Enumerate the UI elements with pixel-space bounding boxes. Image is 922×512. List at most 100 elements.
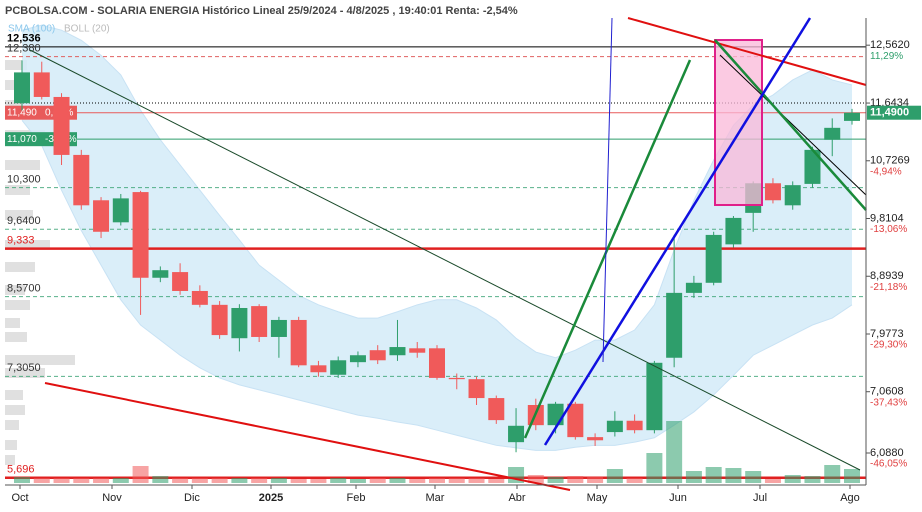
profile-bar [5, 100, 23, 110]
candle-body [53, 96, 70, 155]
profile-bar [5, 160, 40, 170]
candle-body [330, 360, 347, 375]
volume-bar [73, 478, 90, 483]
level-label: 11,070 [7, 134, 37, 145]
candle-body [705, 234, 722, 283]
profile-bar [5, 240, 50, 250]
volume-bar [725, 468, 742, 483]
profile-bar [5, 210, 33, 220]
volume-bar [251, 478, 268, 483]
volume-bar [468, 478, 485, 483]
percent-label: 11,29% [870, 51, 903, 62]
trend-line [44, 382, 571, 491]
y-tick-label: 9,8104 [870, 212, 904, 224]
volume-bar [14, 477, 30, 483]
volume-bar [488, 479, 505, 483]
y-tick-label: 10,7269 [870, 155, 910, 167]
volume-bar [666, 421, 683, 483]
percent-label: -29,30% [870, 340, 907, 351]
volume-bar [349, 479, 366, 483]
candle-body [468, 379, 485, 399]
volume-bar [824, 465, 841, 483]
candle-body [231, 307, 248, 339]
volume-bar [369, 478, 386, 483]
legend-entry: BOLL (20) [64, 24, 110, 35]
percent-label: -46,05% [870, 459, 907, 470]
candle-body [725, 217, 742, 245]
level-label: 5,696 [7, 464, 35, 476]
price-tag-label: 11,4900 [870, 107, 909, 119]
volume-bar [745, 471, 762, 483]
candle-body [14, 72, 30, 104]
profile-bar [5, 318, 20, 328]
volume-bar [152, 476, 169, 483]
profile-bar [5, 390, 23, 400]
candle-body [587, 437, 604, 441]
x-tick-label: Feb [347, 492, 366, 504]
volume-bar [567, 476, 584, 483]
y-tick-label: 7,0608 [870, 386, 904, 398]
profile-bar [5, 420, 19, 430]
level-label: 9,6400 [7, 215, 41, 227]
volume-bar [587, 477, 604, 483]
band-fill [22, 25, 852, 451]
price-tag [867, 105, 921, 120]
level-label: 7,3050 [7, 362, 41, 374]
volume-bar [844, 469, 860, 483]
volume-bar [429, 478, 445, 483]
x-tick-label: May [587, 492, 608, 504]
x-tick-label: Jun [669, 492, 687, 504]
candle-body [844, 112, 860, 121]
x-tick-label: Oct [11, 492, 28, 504]
volume-bar [310, 479, 327, 483]
candle-body [132, 192, 149, 278]
volume [14, 421, 860, 483]
x-tick-label: 2025 [259, 492, 283, 504]
candle-body [73, 154, 90, 206]
candle-body [152, 270, 169, 278]
percent-label: -13,06% [870, 224, 907, 235]
candle-body [448, 377, 465, 380]
trend-line [714, 39, 867, 211]
profile-bar [5, 332, 27, 342]
level-label: 10,300 [7, 174, 41, 186]
trend-line [719, 54, 867, 196]
candle-body [270, 319, 287, 337]
trend-line [602, 17, 613, 363]
volume-bar [211, 478, 228, 483]
candle-body [211, 304, 228, 336]
volume-bar [705, 467, 722, 483]
volume-bar [448, 478, 465, 483]
volume-bar [33, 478, 50, 483]
x-tick-label: Mar [426, 492, 445, 504]
volume-bar [764, 479, 781, 483]
profile-bar [5, 368, 45, 378]
profile-bar [5, 60, 27, 70]
candle-body [685, 282, 702, 293]
band-upper [21, 24, 853, 359]
x-tick-label: Ago [840, 492, 860, 504]
volume-bar [330, 478, 347, 483]
candle-body [488, 398, 505, 421]
candle-body [804, 149, 821, 184]
legend-entry: SMA (100) [8, 24, 55, 35]
candles [14, 60, 860, 453]
candle-body [112, 198, 129, 223]
level-label: 8,5700 [7, 283, 41, 295]
profile-bar [5, 262, 35, 272]
candle-body [369, 350, 386, 361]
profile-bar [5, 405, 25, 415]
volume-bar [270, 478, 287, 483]
axes: 12,562011,643410,72699,81048,89397,97737… [11, 39, 921, 504]
volume-bar [172, 478, 189, 483]
volume-bar [191, 478, 208, 483]
level-label: 9,333 [7, 234, 35, 246]
volume-bar [231, 478, 248, 483]
candle-body [547, 403, 564, 426]
bollinger-band [21, 24, 853, 451]
percent-label: -4,94% [870, 166, 902, 177]
profile-bar [5, 355, 75, 365]
x-tick-label: Nov [102, 492, 122, 504]
x-tick-label: Abr [508, 492, 525, 504]
volume-bar [626, 478, 643, 483]
